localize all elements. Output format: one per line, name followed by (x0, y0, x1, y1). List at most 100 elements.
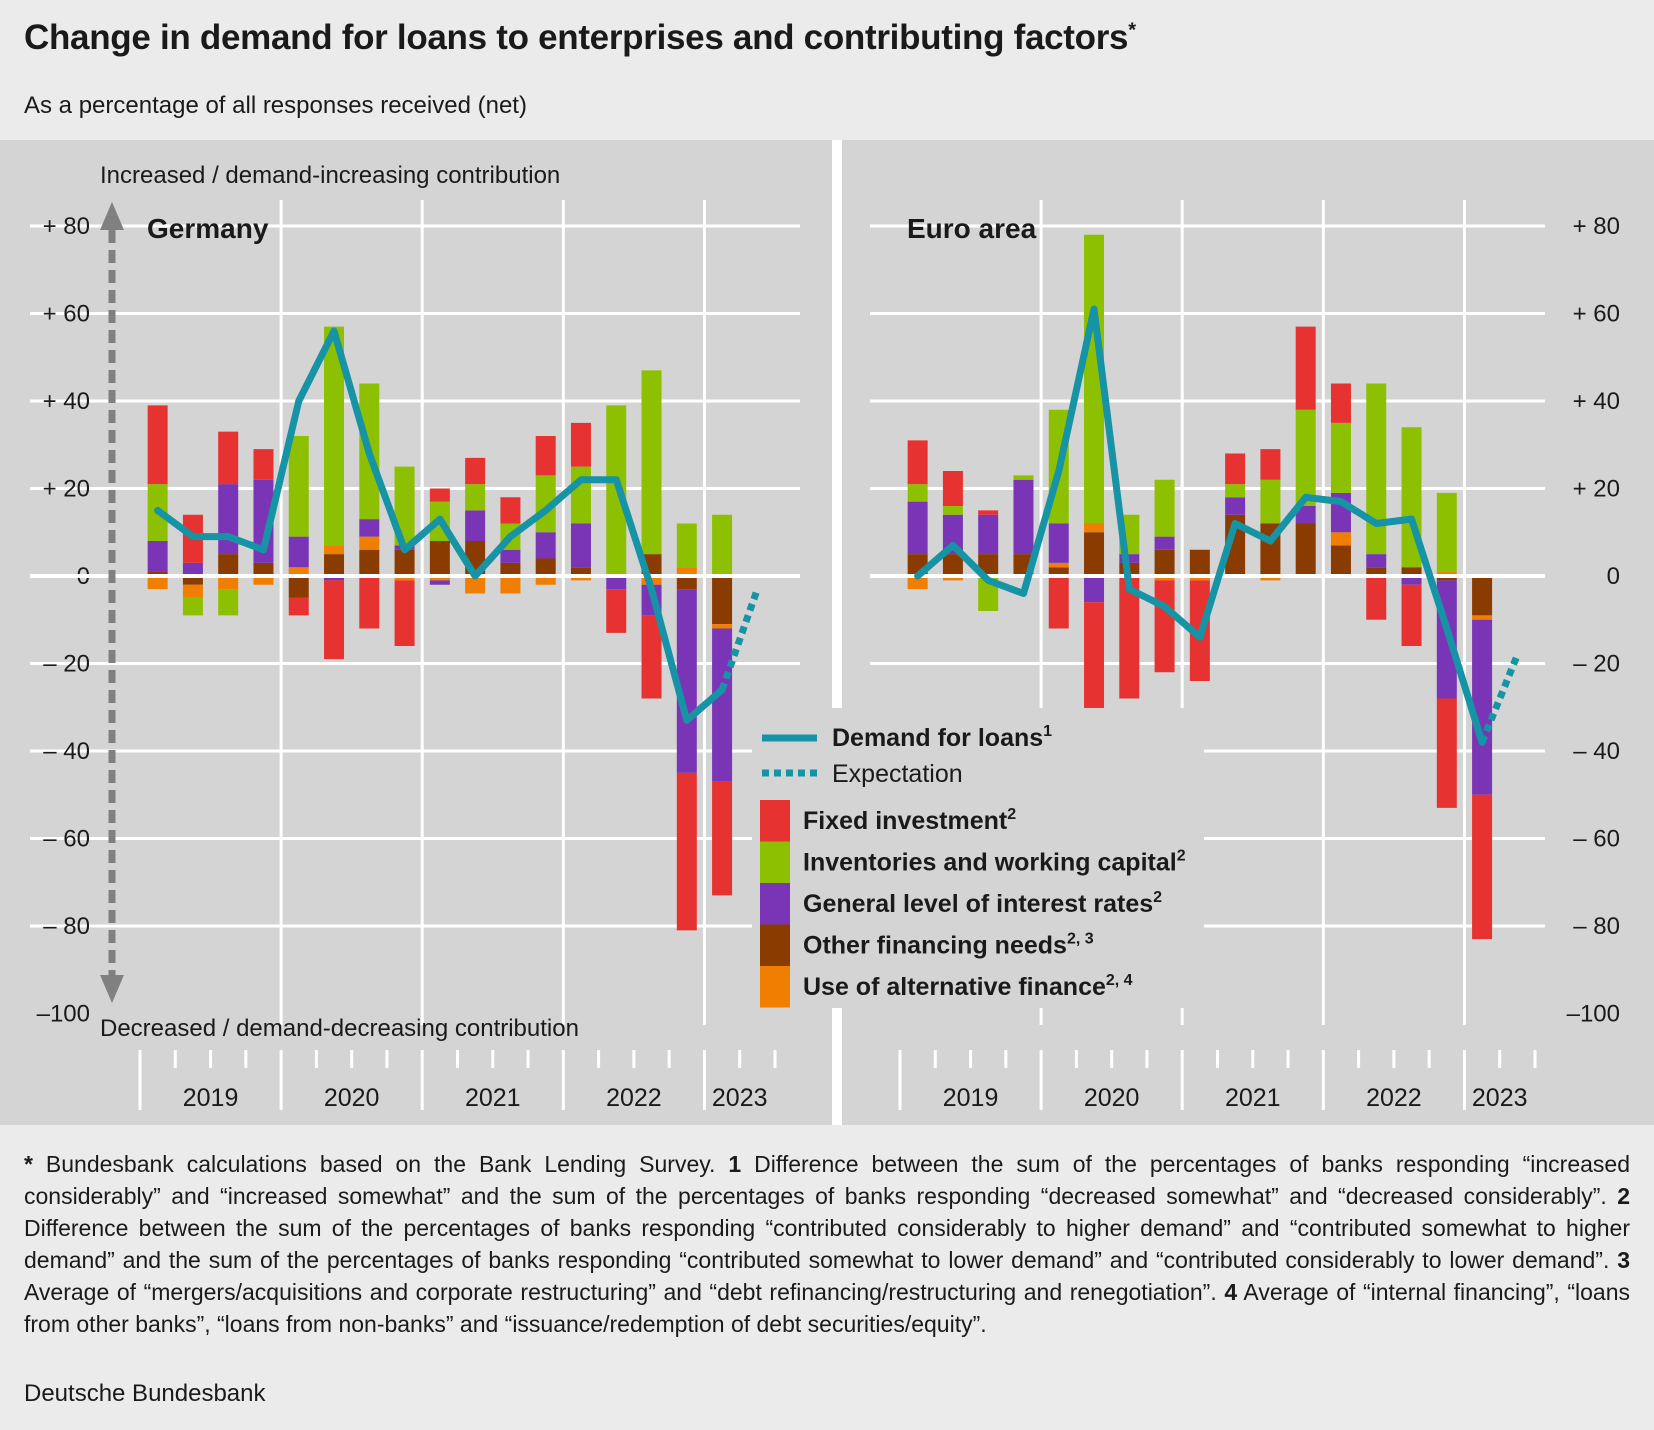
bar-alternative-finance (218, 576, 239, 590)
bar-fixed-investment (1225, 453, 1246, 485)
bar-interest-rates (1154, 536, 1175, 550)
footnote-text: Bundesbank calculations based on the Ban… (32, 1151, 729, 1177)
legend-label: General level of interest rates2 (803, 889, 1162, 918)
legend-footnote-mark: 2 (1153, 889, 1162, 906)
bar-fixed-investment (1401, 584, 1422, 646)
bar-other-financing (1401, 567, 1422, 576)
demand-line (154, 327, 726, 724)
y-tick-label: 0 (1607, 563, 1620, 590)
direction-top-label: Increased / demand-increasing contributi… (100, 162, 560, 189)
y-tick-label: + 60 (1573, 301, 1620, 328)
germany-panel: + 80+ 60+ 40+ 200– 20– 40– 60– 80–100Ger… (0, 140, 832, 1125)
footnote-general: * Bundesbank calculations based on the B… (24, 1151, 728, 1177)
bar-other-financing (182, 576, 203, 585)
bar-inventories (1330, 422, 1351, 493)
charts-container: + 80 + 60 + 40 + 20 0 – 20 – 40 – 60 – 80 –100 Ger… (0, 140, 1654, 1125)
y-tick-label: – 40 (43, 738, 90, 765)
bar-other-financing (570, 567, 591, 576)
bar-alternative-finance (324, 545, 345, 555)
footnote-text: Average of “mergers/acquisitions and cor… (24, 1279, 1225, 1305)
y-tick-label: + 80 (43, 213, 90, 240)
bar-interest-rates (288, 536, 309, 568)
bar-inventories (570, 466, 591, 524)
footnotes: * Bundesbank calculations based on the B… (24, 1148, 1630, 1340)
bar-other-financing (218, 554, 239, 576)
bar-fixed-investment (606, 589, 627, 633)
bar-fixed-investment (978, 510, 999, 515)
bar-interest-rates (1472, 619, 1493, 795)
bar-other-financing (676, 576, 697, 590)
legend-swatch (760, 800, 790, 842)
y-tick-label: + 40 (43, 388, 90, 415)
bar-fixed-investment (500, 497, 521, 524)
bar-fixed-investment (253, 449, 274, 480)
bar-alternative-finance (182, 584, 203, 598)
bar-alternative-finance (500, 576, 521, 594)
year-label: 2020 (324, 1084, 380, 1112)
bar-fixed-investment (676, 772, 697, 931)
bar-other-financing (288, 576, 309, 598)
bar-fixed-investment (1330, 383, 1351, 423)
expectation-line (1478, 653, 1521, 744)
bar-fixed-investment (942, 471, 963, 506)
bar-interest-rates (429, 580, 450, 585)
bar-other-financing (1084, 532, 1105, 576)
bar-fixed-investment (712, 781, 733, 896)
chart-title: Change in demand for loans to enterprise… (24, 18, 1136, 57)
footnote-mark: 1 (728, 1151, 742, 1177)
bar-fixed-investment (1260, 449, 1281, 480)
footnote-text: Difference between the sum of the percen… (24, 1215, 1630, 1273)
bar-interest-rates (147, 541, 168, 572)
euro-area-panel: + 80 + 60 + 40 + 20 0 – 20 – 40 – 60 – 80 –100 Eur… (842, 140, 1654, 1125)
footnote-mark: 3 (1617, 1247, 1630, 1273)
bar-fixed-investment (359, 576, 380, 629)
bar-other-financing (394, 549, 415, 576)
bar-interest-rates (1295, 506, 1316, 524)
legend-item-fixed-investment: Fixed investment2 (760, 800, 1016, 842)
legend-label: Expectation (832, 760, 963, 788)
bar-fixed-investment (394, 580, 415, 646)
legend-label: Other financing needs2, 3 (803, 931, 1094, 960)
bar-fixed-investment (1119, 576, 1140, 699)
footnote-mark: * (24, 1151, 33, 1177)
bar-alternative-finance (1154, 576, 1175, 581)
bar-inventories (641, 370, 662, 555)
bar-alternative-finance (359, 536, 380, 550)
title-footnote-mark: * (1128, 19, 1136, 42)
bar-alternative-finance (253, 576, 274, 585)
demand-line (914, 305, 1486, 746)
bar-inventories (324, 326, 345, 546)
bar-interest-rates (500, 549, 521, 563)
bar-alternative-finance (429, 576, 450, 581)
bar-alternative-finance (942, 576, 963, 581)
bar-interest-rates (1048, 523, 1069, 563)
legend-footnote-mark: 2 (1177, 848, 1186, 865)
footnote-4: 4 Average of “internal financing”, “loan… (24, 1279, 1630, 1337)
bar-other-financing (324, 554, 345, 576)
bar-other-financing (1330, 545, 1351, 576)
bar-fixed-investment (324, 580, 345, 660)
bar-alternative-finance (1472, 615, 1493, 620)
footnote-2: 2 Difference between the sum of the perc… (24, 1183, 1630, 1273)
expectation-line (718, 587, 761, 691)
y-tick-label: – 20 (1573, 651, 1620, 678)
legend: Demand for loans1 Expectation Fixed invest… (752, 708, 1204, 1008)
bar-interest-rates (712, 628, 733, 782)
bar-inventories (1295, 409, 1316, 506)
bar-interest-rates (907, 501, 928, 555)
bar-other-financing (500, 562, 521, 576)
bar-interest-rates (1119, 554, 1140, 563)
bar-interest-rates (218, 484, 239, 555)
bar-other-financing (253, 562, 274, 576)
legend-swatch (760, 966, 790, 1008)
bar-inventories (1013, 475, 1034, 480)
bar-inventories (907, 484, 928, 502)
bar-fixed-investment (907, 440, 928, 485)
bar-alternative-finance (1189, 576, 1210, 581)
arrow-down-head (100, 975, 124, 1003)
bar-fixed-investment (1472, 794, 1493, 940)
bar-alternative-finance (394, 576, 415, 581)
bar-alternative-finance (570, 576, 591, 581)
legend-item-interest-rates: General level of interest rates2 (760, 883, 1162, 925)
bar-inventories (1260, 479, 1281, 524)
